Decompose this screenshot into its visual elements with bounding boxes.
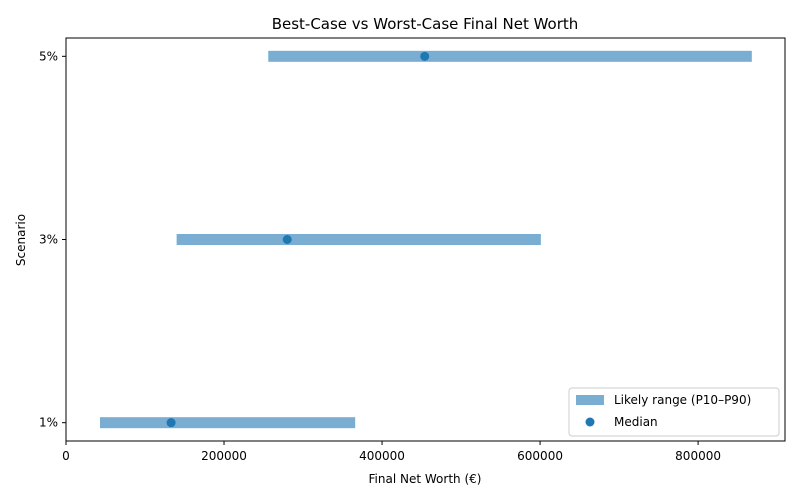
range-bar-5% bbox=[268, 50, 752, 62]
y-tick-label: 1% bbox=[39, 416, 58, 430]
legend-label-range: Likely range (P10–P90) bbox=[614, 393, 751, 407]
x-tick-label: 800000 bbox=[675, 449, 721, 463]
median-point-3% bbox=[282, 235, 292, 244]
x-axis-label: Final Net Worth (€) bbox=[369, 472, 482, 486]
y-tick-label: 3% bbox=[39, 233, 58, 247]
median-point-5% bbox=[420, 51, 430, 61]
legend-label-median: Median bbox=[614, 415, 658, 429]
x-tick-label: 200000 bbox=[201, 449, 247, 463]
legend-marker-median bbox=[585, 417, 595, 427]
x-tick-label: 600000 bbox=[517, 449, 563, 463]
range-bar-1% bbox=[99, 417, 356, 429]
legend: Likely range (P10–P90) Median bbox=[568, 387, 780, 437]
range-bar-3% bbox=[176, 234, 541, 245]
y-tick-label: 5% bbox=[39, 49, 58, 63]
median-point-1% bbox=[166, 418, 176, 428]
x-tick-label: 400000 bbox=[359, 449, 405, 463]
legend-swatch-range bbox=[576, 395, 604, 405]
y-axis-label: Scenario bbox=[14, 214, 28, 266]
chart-title: Best-Case vs Worst-Case Final Net Worth bbox=[272, 15, 579, 33]
legend-frame bbox=[568, 387, 780, 437]
x-tick-label: 0 bbox=[62, 449, 70, 463]
